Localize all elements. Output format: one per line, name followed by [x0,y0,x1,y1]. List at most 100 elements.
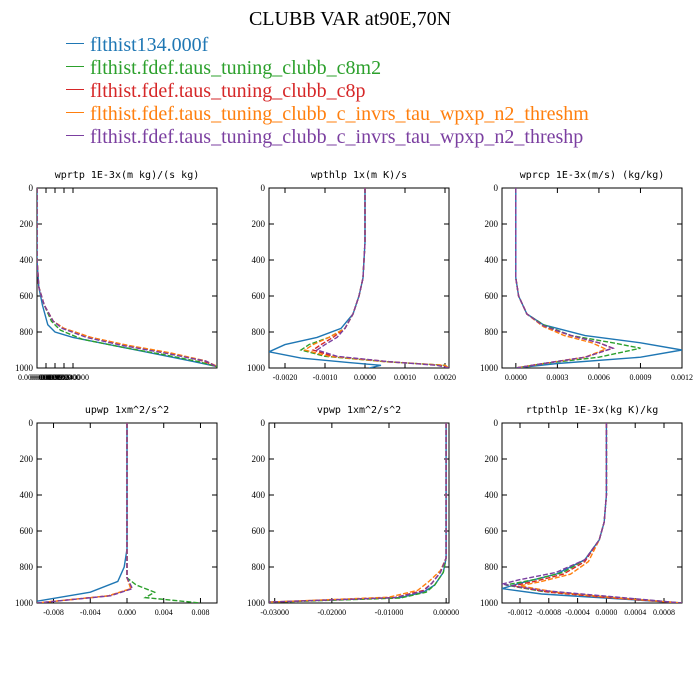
y-tick-label: 1000 [247,363,266,373]
y-tick-label: 200 [20,454,34,464]
legend-label: flthist.fdef.taus_tuning_clubb_c_invrs_t… [90,103,589,125]
series-line [269,423,447,603]
chart-title: rtpthlp 1E-3x(kg K)/kg [526,405,658,416]
legend-item: flthist.fdef.taus_tuning_clubb_c8p [66,80,589,103]
x-tick-label: 0.008 [191,608,209,617]
series-line [515,188,615,368]
chart-title: vpwp 1xm^2/s^2 [317,405,401,416]
legend-swatch [66,134,84,136]
y-tick-label: 600 [485,291,499,301]
series-line [37,423,128,602]
x-tick-label: 0000002 [41,373,69,382]
legend-item: flthist.fdef.taus_tuning_clubb_c8m2 [66,57,589,80]
y-tick-label: 200 [485,219,499,229]
y-tick-label: 600 [20,291,34,301]
legend-swatch [66,88,84,90]
x-tick-label: 00010000 [30,373,62,382]
y-tick-label: 200 [252,454,266,464]
legend-label: flthist134.000f [90,34,209,56]
legend-swatch [66,65,84,67]
y-tick-label: 800 [252,327,266,337]
x-tick-label: 0.004 [155,608,173,617]
chart-title: wprcp 1E-3x(m/s) (kg/kg) [520,170,665,181]
series-line [37,188,217,368]
x-tick-label: 0.0000 [595,608,617,617]
series-line [37,188,217,368]
series-line [303,188,449,368]
legend-label: flthist.fdef.taus_tuning_clubb_c8p [90,80,366,102]
y-tick-label: 800 [485,327,499,337]
chart-panel: rtpthlp 1E-3x(kg K)/kg02004006008001000-… [480,405,683,617]
chart-title: upwp 1xm^2/s^2 [85,405,169,416]
chart-panel: wprtp 1E-3x(m kg)/(s kg) 0 200 400 600 800 100… [15,170,218,382]
series-line [505,423,682,603]
series-line [269,423,447,603]
x-tick-label: -0.03000 [260,608,289,617]
y-tick-label: 0 [29,183,34,193]
series-line [515,188,615,368]
x-tick-label: 0.0008 [653,608,675,617]
y-tick-label: 400 [20,255,34,265]
legend-item: flthist134.000f [66,34,589,57]
x-tick-label: -0.008 [43,608,64,617]
legend-label: flthist.fdef.taus_tuning_clubb_c8m2 [90,57,382,79]
x-tick-label: 0.0006 [588,373,610,382]
y-tick-label: 0 [494,183,499,193]
y-tick-label: 800 [20,327,34,337]
x-tick-label: 0.0010 [394,373,416,382]
series-line [37,188,217,368]
y-tick-label: 600 [20,526,34,536]
series-line [269,188,382,368]
x-tick-label: 0.0003 [546,373,568,382]
x-tick-label: 0.00000000 [18,373,56,382]
y-tick-label: 200 [485,454,499,464]
y-tick-label: 1000 [15,363,34,373]
x-tick-label: -0.0008 [536,608,561,617]
plot-frame [268,422,450,604]
x-tick-label: -0.02000 [318,608,347,617]
y-tick-label: 800 [485,562,499,572]
plot-frame [268,187,450,369]
series-line [315,188,449,368]
series-line [126,423,201,603]
series-line [502,423,682,603]
x-tick-label: 0.000 [118,608,136,617]
series-line [37,188,217,367]
series-line [269,423,447,603]
plot-frame [501,422,683,604]
y-tick-label: 400 [485,490,499,500]
chart-panel: wpthlp 1x(m K)/s 0 200 400 600 800 1000 -0.0020… [247,170,456,382]
x-tick-label: -0.004 [80,608,101,617]
y-tick-label: 1000 [247,598,266,608]
y-tick-label: 200 [252,219,266,229]
y-tick-label: 0 [29,418,34,428]
legend: flthist134.000f flthist.fdef.taus_tuning… [66,34,589,149]
y-tick-label: 400 [252,255,266,265]
y-tick-label: 400 [485,255,499,265]
series-line [269,423,447,603]
y-tick-label: 400 [20,490,34,500]
x-tick-label: -0.0020 [273,373,298,382]
y-tick-label: 1000 [480,598,499,608]
x-tick-label: -0.0012 [508,608,533,617]
plot-frame [501,187,683,369]
series-line [37,423,132,603]
y-tick-label: 600 [252,291,266,301]
x-tick-label: 0.0000 [505,373,527,382]
y-tick-label: 1000 [15,598,34,608]
x-tick-label: -0.0004 [565,608,590,617]
series-line [269,423,447,603]
x-tick-label: 0.00000 [433,608,459,617]
y-tick-label: 1000 [480,363,499,373]
y-tick-label: 0 [261,183,266,193]
y-tick-label: 800 [20,562,34,572]
y-tick-label: 600 [252,526,266,536]
legend-item: flthist.fdef.taus_tuning_clubb_c_invrs_t… [66,103,589,126]
x-tick-label: -0.01000 [375,608,404,617]
y-tick-label: 0 [494,418,499,428]
plot-frame [36,187,218,369]
x-tick-label: 0.0009 [629,373,651,382]
y-tick-label: 0 [261,418,266,428]
series-line [37,188,217,368]
